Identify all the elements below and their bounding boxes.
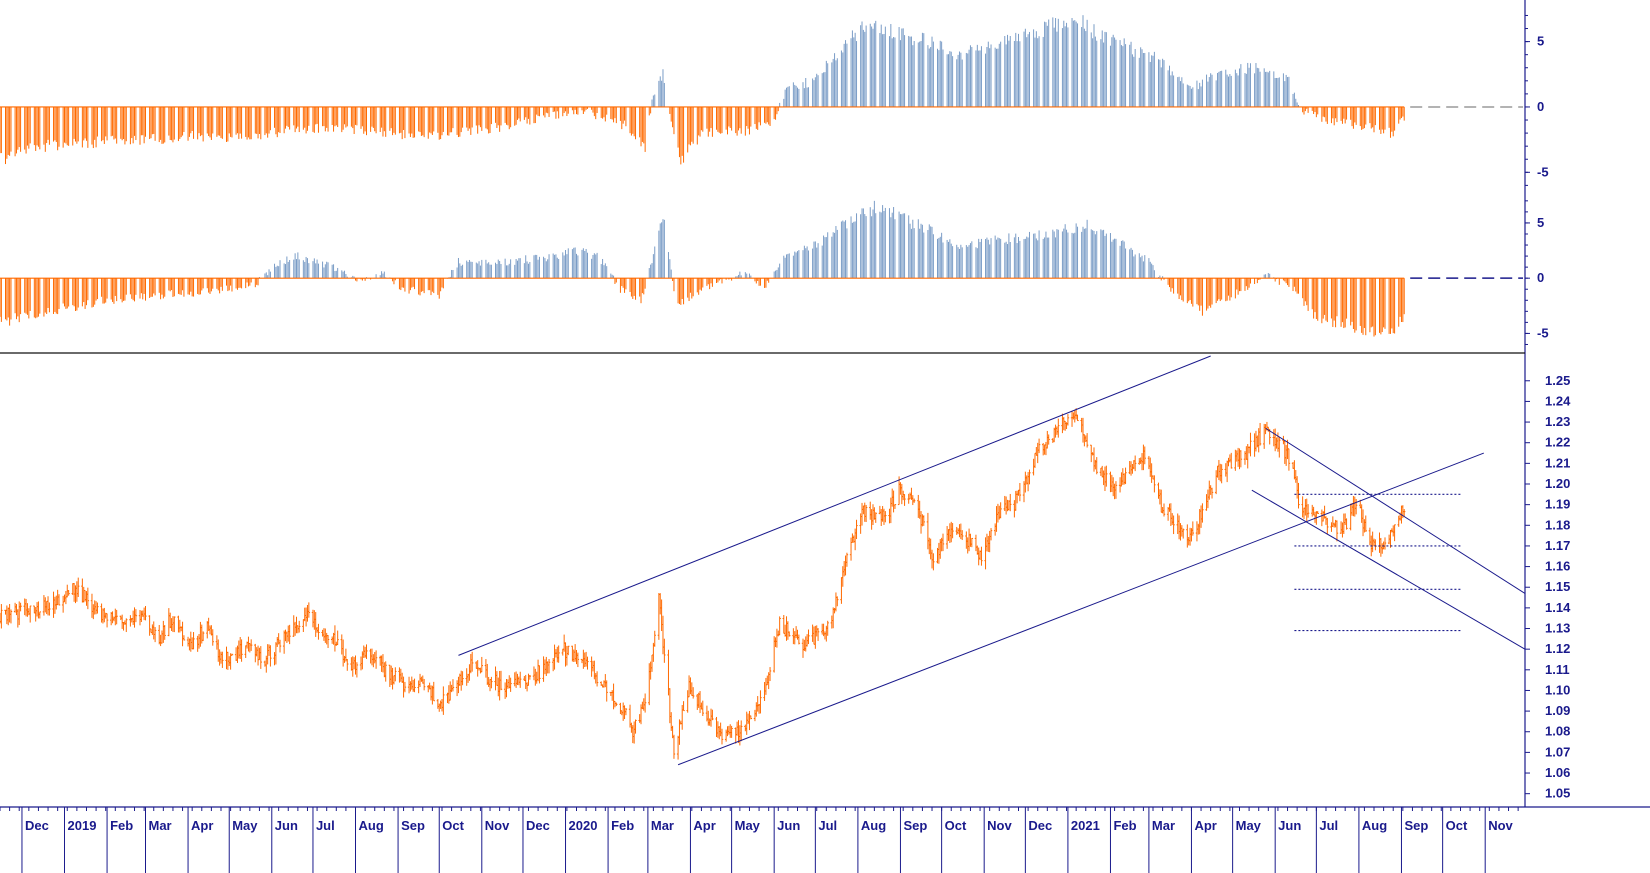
price-y-tick-label: 1.24 <box>1545 393 1571 408</box>
x-tick-label: Jun <box>1278 818 1301 833</box>
x-tick-label: Dec <box>526 818 550 833</box>
x-tick-label: May <box>735 818 761 833</box>
price-y-tick-label: 1.22 <box>1545 435 1570 450</box>
oscillator-bottom-y-tick-label: 0 <box>1537 270 1544 285</box>
price-y-tick-label: 1.10 <box>1545 682 1570 697</box>
x-tick-label: Nov <box>987 818 1012 833</box>
price-y-tick-label: 1.07 <box>1545 744 1570 759</box>
x-tick-label: Jul <box>316 818 335 833</box>
price-y-tick-label: 1.11 <box>1545 662 1570 677</box>
price-y-tick-label: 1.25 <box>1545 373 1570 388</box>
x-tick-label: Apr <box>191 818 213 833</box>
x-tick-label: Apr <box>1194 818 1216 833</box>
x-tick-label: Feb <box>110 818 133 833</box>
price-y-tick-label: 1.14 <box>1545 600 1571 615</box>
x-tick-label: Oct <box>1446 818 1468 833</box>
x-tick-label: Sep <box>1404 818 1428 833</box>
x-tick-label: Oct <box>442 818 464 833</box>
x-tick-label: Dec <box>1028 818 1052 833</box>
x-tick-label: Sep <box>903 818 927 833</box>
price-y-tick-label: 1.20 <box>1545 476 1570 491</box>
x-tick-label: Dec <box>25 818 49 833</box>
price-y-tick-label: 1.17 <box>1545 538 1570 553</box>
price-y-tick-label: 1.21 <box>1545 455 1570 470</box>
price-y-tick-label: 1.05 <box>1545 786 1570 801</box>
x-tick-label: Oct <box>945 818 967 833</box>
oscillator-top-y-tick-label: -5 <box>1537 164 1549 179</box>
trendline <box>1251 489 1526 650</box>
x-tick-label: May <box>232 818 258 833</box>
price-y-tick-label: 1.13 <box>1545 621 1570 636</box>
x-tick-label: Aug <box>1362 818 1387 833</box>
oscillator-bottom-y-tick-label: 5 <box>1537 215 1544 230</box>
x-tick-label: 2020 <box>569 818 598 833</box>
trendline <box>458 355 1211 656</box>
oscillator-top-y-tick-label: 5 <box>1537 34 1544 49</box>
price-y-tick-label: 1.19 <box>1545 497 1570 512</box>
price-y-tick-label: 1.18 <box>1545 517 1570 532</box>
x-tick-label: Jul <box>1319 818 1338 833</box>
x-tick-label: Mar <box>1152 818 1175 833</box>
x-tick-label: Aug <box>359 818 384 833</box>
x-tick-label: Aug <box>861 818 886 833</box>
price-y-tick-label: 1.08 <box>1545 724 1570 739</box>
x-tick-label: 2019 <box>68 818 97 833</box>
price-y-tick-label: 1.16 <box>1545 559 1570 574</box>
price-y-tick-label: 1.12 <box>1545 641 1570 656</box>
x-tick-label: May <box>1236 818 1262 833</box>
x-tick-label: Feb <box>1113 818 1136 833</box>
x-tick-label: 2021 <box>1071 818 1100 833</box>
x-tick-label: Mar <box>651 818 674 833</box>
price-y-tick-label: 1.23 <box>1545 414 1570 429</box>
x-tick-label: Jun <box>777 818 800 833</box>
oscillator-bottom-y-tick-label: -5 <box>1537 325 1549 340</box>
trendline <box>677 452 1485 766</box>
x-tick-label: Jul <box>818 818 837 833</box>
price-panel <box>0 355 1526 766</box>
oscillator-top-panel: 5 0 -5 <box>0 14 1549 186</box>
oscillator-bottom-panel: 5 0 -5 <box>0 200 1549 345</box>
x-tick-label: Apr <box>693 818 715 833</box>
x-tick-label: Nov <box>1488 818 1513 833</box>
x-tick-label: Mar <box>148 818 171 833</box>
price-y-tick-label: 1.06 <box>1545 765 1570 780</box>
price-y-tick-label: 1.09 <box>1545 703 1570 718</box>
oscillator-top-y-tick-label: 0 <box>1537 99 1544 114</box>
x-tick-label: Sep <box>401 818 425 833</box>
trendline <box>1265 427 1526 594</box>
x-tick-label: Feb <box>611 818 634 833</box>
price-y-tick-label: 1.15 <box>1545 579 1570 594</box>
x-tick-label: Nov <box>485 818 510 833</box>
x-tick-label: Jun <box>275 818 298 833</box>
